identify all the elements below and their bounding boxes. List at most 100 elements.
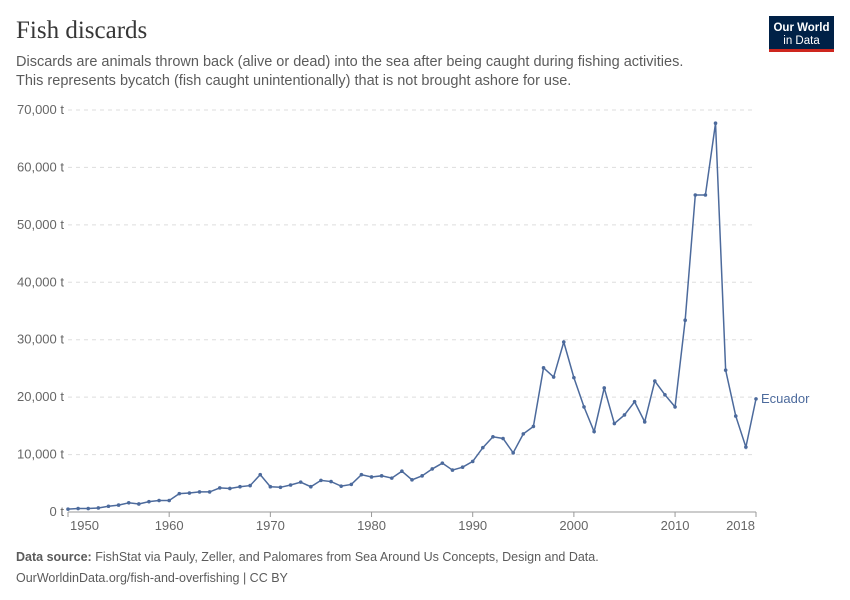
url[interactable]: OurWorldinData.org/fish-and-overfishing … [16,571,289,585]
y-tick-label: 50,000 t [17,217,64,232]
data-point [76,506,80,511]
y-tick-label: 20,000 t [17,389,64,404]
y-tick-label: 10,000 t [17,447,64,462]
source: Data source: FishStat via Pauly, Zeller,… [16,550,599,564]
data-point [126,501,131,505]
data-point [288,483,293,487]
chart-title: Fish discards [16,17,147,44]
data-point [693,193,698,197]
data-point [359,472,364,477]
data-point [228,486,232,491]
data-point [187,491,192,495]
data-point [147,499,151,504]
logo-text: in Data [783,35,820,47]
logo[interactable]: Our World in Data [769,16,834,52]
logo-box [769,16,834,52]
data-point [622,413,627,417]
data-point [703,193,708,197]
y-tick-label: 60,000 t [17,159,64,174]
data-point [207,490,212,494]
data-point [96,506,101,510]
data-point [389,476,394,480]
x-tick-label: 1970 [256,518,285,533]
logo-text: Our World [773,22,829,34]
data-point [460,465,465,470]
data-point [319,478,323,483]
data-point [744,445,748,449]
x-tick-label: 1960 [155,518,184,533]
data-point [268,484,273,489]
logo-bar [769,49,834,52]
data-point [248,483,252,488]
subtitle: Discards are animals thrown back (alive … [16,54,683,70]
data-point [551,375,556,379]
series-label: Ecuador [761,391,810,406]
data-point [642,420,647,424]
data-point [713,121,718,126]
y-tick-label: 70,000 t [17,102,64,117]
data-point [572,375,576,380]
data-point [349,482,354,487]
x-tick-label: 1950 [70,518,99,533]
x-tick-label: 2000 [559,518,588,533]
data-point [521,432,526,436]
data-point [420,474,424,478]
data-point [663,393,667,397]
data-point [450,468,455,472]
data-point [673,405,677,409]
data-point [379,474,384,478]
data-point [106,504,111,509]
data-point [541,366,546,370]
data-point [602,386,607,390]
y-tick-label: 40,000 t [17,274,64,289]
data-point [329,479,333,484]
source-label: Data source: [16,550,92,564]
data-point [137,502,141,506]
x-tick-label: 2018 [726,518,755,533]
data-point [653,379,657,383]
data-point [561,340,566,344]
data-point [369,475,374,479]
data-point [197,490,202,494]
data-point [683,318,687,322]
data-point [278,485,283,490]
data-point [582,405,586,409]
data-point [592,429,596,434]
source-text: FishStat via Pauly, Zeller, and Palomare… [95,550,599,564]
data-point [723,368,728,372]
y-tick-label: 30,000 t [17,332,64,347]
data-point [238,484,242,489]
y-tick-label: 0 t [50,504,65,519]
series-line [67,123,757,510]
data-point [400,469,404,474]
x-tick-label: 1990 [458,518,487,533]
data-point [491,434,495,439]
data-point [440,461,445,465]
data-point [531,424,536,429]
data-point [217,486,222,490]
x-tick-label: 2010 [661,518,690,533]
x-tick-label: 1980 [357,518,386,533]
data-point [410,478,414,482]
data-point [733,414,738,418]
data-point [157,498,161,503]
subtitle: This represents bycatch (fish caught uni… [16,73,571,89]
data-point [116,503,121,507]
data-point [339,484,343,488]
data-point [309,484,313,489]
data-point [177,491,182,496]
data-point [612,421,617,426]
data-point [754,397,758,401]
data-point [167,498,171,503]
data-point [66,507,70,511]
data-point [632,399,637,404]
data-point [86,506,91,511]
data-point [511,451,515,455]
data-point [470,459,475,464]
data-point [430,467,435,471]
data-point [298,480,303,484]
data-point [258,472,263,477]
data-point [481,445,485,450]
